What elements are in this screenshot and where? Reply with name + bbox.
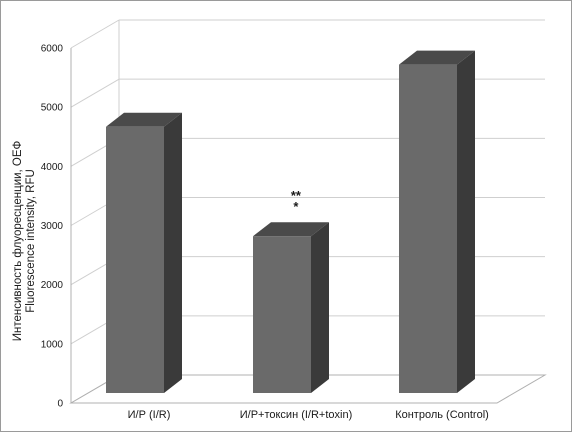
significance-mark: * bbox=[293, 199, 299, 214]
annotations: *** bbox=[291, 188, 302, 214]
grid-diagonal bbox=[70, 78, 120, 108]
y-tick-label: 1000 bbox=[41, 339, 64, 350]
y-ticks: 0 1000 2000 3000 4000 5000 6000 bbox=[41, 44, 64, 410]
significance-mark: ** bbox=[291, 188, 302, 203]
y-axis-label-ru: Интенсивность флуоресценции, ОЕФ bbox=[12, 140, 24, 341]
x-category-label: И/Р (I/R) bbox=[128, 409, 171, 421]
y-axis-label-en: Fluorescence intensity, RFU bbox=[25, 169, 37, 313]
bar-side bbox=[164, 112, 182, 393]
bar bbox=[106, 126, 164, 393]
y-axis-title: Интенсивность флуоресценции, ОЕФ Fluores… bbox=[12, 140, 37, 341]
bar-side bbox=[311, 222, 329, 393]
bars-layer bbox=[106, 50, 475, 393]
y-tick-label: 5000 bbox=[41, 103, 64, 114]
x-category-label: И/Р+токсин (I/R+toxin) bbox=[240, 409, 353, 421]
x-category-label: Контроль (Control) bbox=[395, 409, 489, 421]
x-categories: И/Р (I/R) И/Р+токсин (I/R+toxin) Контроль … bbox=[128, 409, 489, 421]
grid-diagonal bbox=[70, 19, 120, 49]
bar-top bbox=[106, 112, 182, 127]
y-tick-label: 2000 bbox=[41, 280, 64, 291]
y-tick-label: 0 bbox=[57, 399, 63, 410]
y-tick-label: 3000 bbox=[41, 221, 64, 232]
bar bbox=[253, 236, 311, 393]
bar-side bbox=[457, 50, 475, 393]
bar-top bbox=[399, 50, 475, 65]
bar bbox=[399, 64, 457, 393]
y-tick-label: 4000 bbox=[41, 162, 64, 173]
y-tick-label: 6000 bbox=[41, 44, 64, 55]
floor-plane bbox=[69, 374, 547, 404]
bar-top bbox=[253, 222, 329, 237]
